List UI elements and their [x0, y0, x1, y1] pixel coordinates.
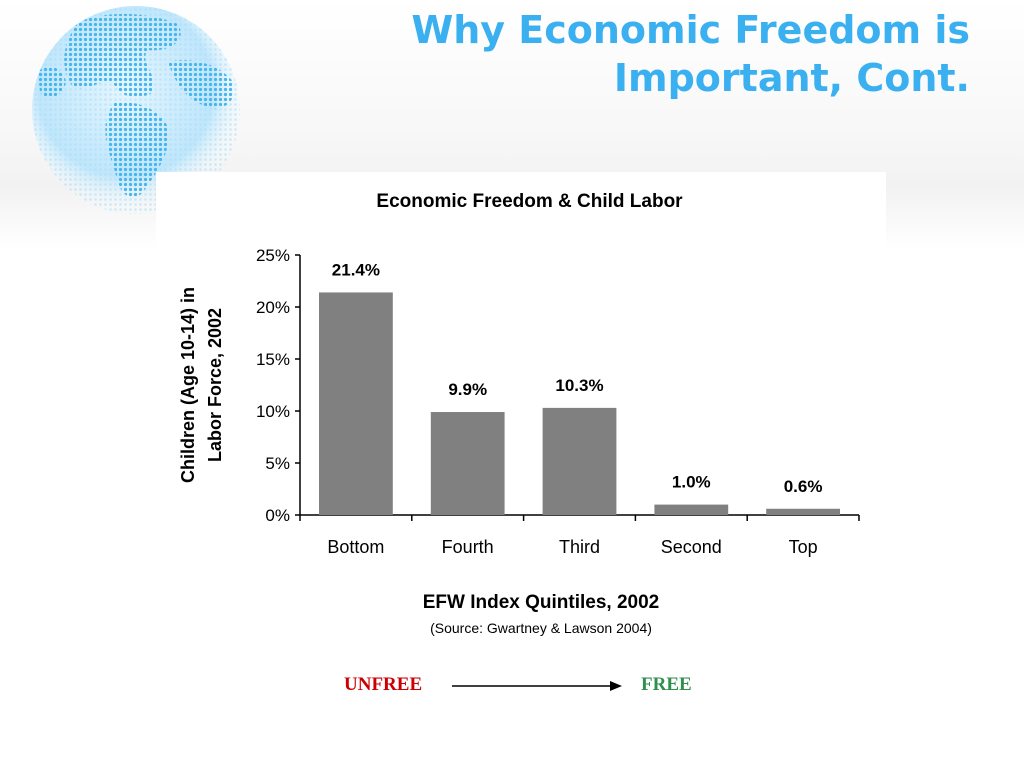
x-axis-label: EFW Index Quintiles, 2002	[423, 592, 660, 613]
x-tick-label: Fourth	[442, 537, 494, 557]
bar-second	[654, 504, 729, 515]
free-label: FREE	[641, 674, 692, 695]
y-tick-label: 5%	[265, 454, 290, 473]
x-tick-label: Second	[661, 537, 722, 557]
chart-panel: Economic Freedom & Child Labor 0% 5% 10% 15%…	[156, 172, 886, 650]
bar-fourth	[430, 412, 505, 515]
data-label: 0.6%	[784, 477, 823, 496]
y-tick-label: 25%	[256, 246, 290, 265]
title-line-2: Important, Cont.	[613, 56, 970, 100]
y-tick-label: 10%	[256, 402, 290, 421]
x-tick-label: Bottom	[327, 537, 384, 557]
y-axis-label-line-1: Children (Age 10-14) in	[178, 287, 198, 483]
bar-third	[542, 407, 617, 515]
title-line-1: Why Economic Freedom is	[411, 8, 970, 52]
data-label: 1.0%	[672, 473, 711, 492]
bar-chart: Economic Freedom & Child Labor 0% 5% 10% 15%…	[178, 191, 860, 636]
y-tick-label: 0%	[265, 506, 290, 525]
data-label: 9.9%	[448, 380, 487, 399]
x-tick-label: Third	[559, 537, 600, 557]
y-tick-label: 20%	[256, 298, 290, 317]
chart-source-note: (Source: Gwartney & Lawson 2004)	[430, 620, 652, 636]
y-axis-label: Children (Age 10-14) in Labor Force, 2002	[178, 287, 225, 483]
x-tick-label: Top	[789, 537, 818, 557]
data-label: 21.4%	[332, 260, 380, 279]
chart-title: Economic Freedom & Child Labor	[376, 191, 683, 212]
unfree-label: UNFREE	[344, 674, 423, 695]
y-tick-label: 15%	[256, 350, 290, 369]
y-axis-label-line-2: Labor Force, 2002	[205, 308, 225, 462]
bar-bottom	[319, 292, 393, 515]
globe-icon	[18, 2, 248, 222]
data-label: 10.3%	[555, 376, 603, 395]
right-arrow-icon	[452, 681, 622, 691]
bar-top	[766, 508, 840, 515]
freedom-scale: UNFREE FREE	[0, 672, 1024, 702]
page-title: Why Economic Freedom is Important, Cont.	[330, 6, 970, 102]
